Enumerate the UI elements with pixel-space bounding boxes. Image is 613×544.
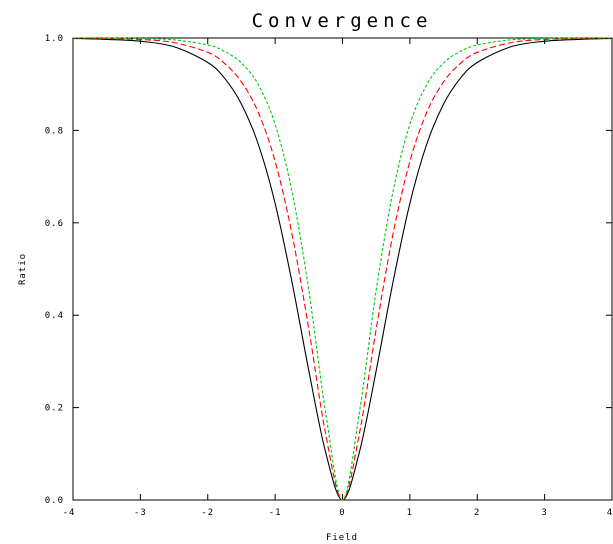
series-layer (72, 37, 613, 501)
series-line-3 (72, 37, 613, 501)
x-tick-label: 4 (607, 508, 613, 518)
x-tick-label: 0 (339, 508, 345, 518)
y-tick-label: 0.6 (45, 219, 64, 229)
x-axis-label: Field (326, 533, 358, 543)
x-tick-label: -4 (63, 508, 76, 518)
x-tick-label: -3 (134, 508, 147, 518)
labels-layer: -4 -3 -2 -1 0 1 2 3 4 0.0 0.2 0.4 0.6 0.8 1.0 (45, 34, 613, 518)
x-tick-label: 1 (407, 508, 413, 518)
x-tick-label: 3 (541, 508, 547, 518)
chart-title: Convergence (252, 10, 433, 32)
x-tick-label: -2 (201, 508, 214, 518)
y-tick-label: 0.4 (45, 311, 64, 321)
y-tick-label: 0.2 (45, 404, 64, 414)
y-tick-label: 0.8 (45, 126, 64, 136)
y-tick-label: 1.0 (45, 34, 64, 44)
y-axis-label: Ratio (18, 253, 28, 285)
ticks-layer (72, 37, 613, 501)
x-tick-label: 2 (474, 508, 480, 518)
series-line-2 (72, 37, 613, 501)
x-tick-label: -1 (269, 508, 282, 518)
y-tick-label: 0.0 (45, 496, 64, 506)
plot-frame (72, 37, 613, 501)
series-line-1 (72, 37, 613, 501)
